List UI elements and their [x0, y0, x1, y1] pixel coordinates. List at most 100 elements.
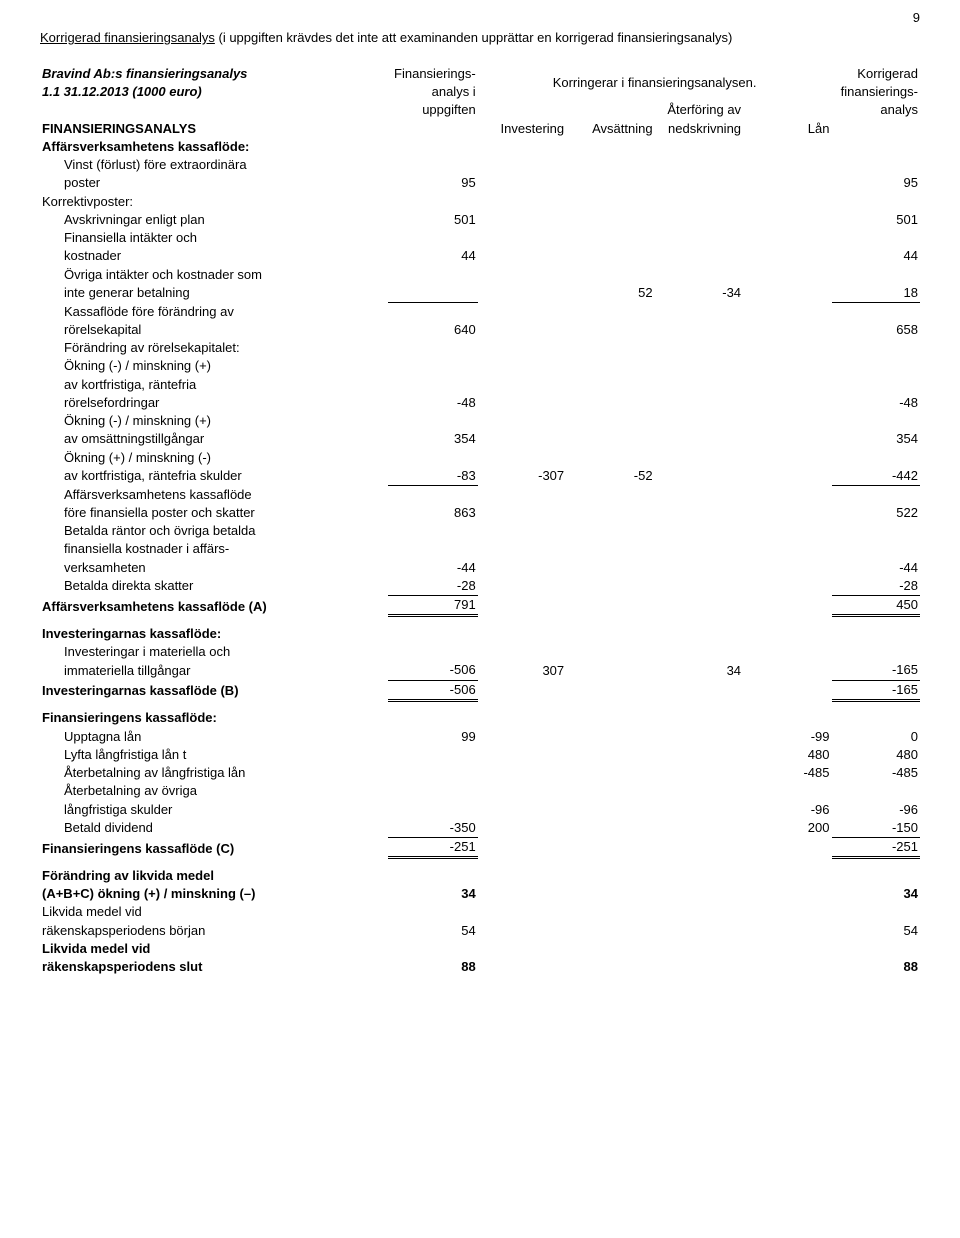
row-lms-l2: räkenskapsperiodens slut — [40, 958, 388, 976]
row-inv-hdr: Investeringarnas kassaflöde: — [40, 616, 388, 643]
row-lyft: Lyfta långfristiga lån t — [40, 746, 388, 764]
row-kff-l2: rörelsekapital — [40, 321, 388, 339]
hdr-c1-l3: uppgiften — [388, 101, 478, 119]
v: 354 — [388, 430, 478, 448]
hdr-c1-l1: Finansierings- — [388, 65, 478, 83]
v: 44 — [388, 247, 478, 265]
page-number: 9 — [913, 10, 920, 25]
v: 450 — [832, 596, 921, 616]
v: 99 — [388, 728, 478, 746]
row-aterbo-l2: långfristiga skulder — [40, 801, 388, 819]
row-okn3-l1: Ökning (+) / minskning (-) — [40, 449, 388, 467]
v: -96 — [832, 801, 921, 819]
v: -96 — [743, 801, 831, 819]
v: 52 — [566, 284, 654, 303]
v: -485 — [832, 764, 921, 782]
v: 95 — [832, 174, 921, 192]
row-aterbo-l1: Återbetalning av övriga — [40, 782, 388, 800]
row-bet-l2: finansiella kostnader i affärs- — [40, 540, 388, 558]
row-bds: Betalda direkta skatter — [40, 577, 388, 596]
row-affk-l1: Affärsverksamhetens kassaflöde — [40, 486, 388, 504]
hdr-r-l3: analys — [832, 101, 921, 119]
v: -44 — [832, 559, 921, 577]
v: 200 — [743, 819, 831, 838]
v: 34 — [388, 885, 478, 903]
row-lmb-l2: räkenskapsperiodens början — [40, 922, 388, 940]
row-invm-l2: immateriella tillgångar — [40, 661, 388, 680]
row-bet-l3: verksamheten — [40, 559, 388, 577]
v: 501 — [832, 211, 921, 229]
row-vinst-l1: Vinst (förlust) före extraordinära — [40, 156, 388, 174]
v: -485 — [743, 764, 831, 782]
v: 18 — [832, 284, 921, 303]
v: -48 — [388, 394, 478, 412]
hdr-ater-l1: Återföring av — [655, 101, 743, 119]
row-kff-l1: Kassaflöde före förändring av — [40, 303, 388, 321]
v: 307 — [478, 661, 566, 680]
v: 658 — [832, 321, 921, 339]
v: 501 — [388, 211, 478, 229]
v: 95 — [388, 174, 478, 192]
hdr-mid: Korringerar i finansieringsanalysen. — [478, 65, 832, 102]
v: -307 — [478, 467, 566, 486]
row-ovr-l2: inte generar betalning — [40, 284, 388, 303]
v: -52 — [566, 467, 654, 486]
v: -442 — [832, 467, 921, 486]
hdr-avs: Avsättning — [566, 120, 654, 138]
v: -83 — [388, 467, 478, 486]
v: 54 — [832, 922, 921, 940]
v: -28 — [832, 577, 921, 596]
v: 522 — [832, 504, 921, 522]
title-l1: Bravind Ab:s finansieringsanalys — [40, 65, 388, 83]
row-avskr: Avskrivningar enligt plan — [40, 211, 388, 229]
row-vinst-l2: poster — [40, 174, 388, 192]
title-l2: 1.1 31.12.2013 (1000 euro) — [40, 83, 388, 101]
row-okn1-l3: rörelsefordringar — [40, 394, 388, 412]
v: -34 — [655, 284, 743, 303]
v: 0 — [832, 728, 921, 746]
row-affk-l2: före finansiella poster och skatter — [40, 504, 388, 522]
v: -506 — [388, 680, 478, 700]
v: 34 — [655, 661, 743, 680]
row-betdiv: Betald dividend — [40, 819, 388, 838]
intro-text: Korrigerad finansieringsanalys (i uppgif… — [40, 30, 920, 47]
row-finC: Finansieringens kassaflöde (C) — [40, 838, 388, 858]
row-okn3-l2: av kortfristiga, räntefria skulder — [40, 467, 388, 486]
v: 34 — [832, 885, 921, 903]
v: 480 — [743, 746, 831, 764]
v: 791 — [388, 596, 478, 616]
row-finhdr: Finansieringens kassaflöde: — [40, 700, 388, 727]
v: -251 — [832, 838, 921, 858]
row-upp: Upptagna lån — [40, 728, 388, 746]
row-affA: Affärsverksamhetens kassaflöde (A) — [40, 596, 388, 616]
hdr-r-l1: Korrigerad — [832, 65, 921, 83]
v: -28 — [388, 577, 478, 596]
v: -251 — [388, 838, 478, 858]
v: 88 — [832, 958, 921, 976]
v: -99 — [743, 728, 831, 746]
row-okn2-l1: Ökning (-) / minskning (+) — [40, 412, 388, 430]
v: -165 — [832, 680, 921, 700]
row-for-l2: (A+B+C) ökning (+) / minskning (–) — [40, 885, 388, 903]
row-ovr-l1: Övriga intäkter och kostnader som — [40, 266, 388, 284]
row-lms-l1: Likvida medel vid — [40, 940, 388, 958]
row-aff-hdr: Affärsverksamhetens kassaflöde: — [40, 138, 388, 156]
hdr-ater-l2: nedskrivning — [655, 120, 743, 138]
hdr-r-l2: finansierings- — [832, 83, 921, 101]
v: -165 — [832, 661, 921, 680]
v: 88 — [388, 958, 478, 976]
v: 54 — [388, 922, 478, 940]
v: 354 — [832, 430, 921, 448]
row-lmb-l1: Likvida medel vid — [40, 903, 388, 921]
v: -150 — [832, 819, 921, 838]
row-okn1-l2: av kortfristiga, räntefria — [40, 376, 388, 394]
v: 480 — [832, 746, 921, 764]
intro-rest: (i uppgiften krävdes det inte att examin… — [215, 30, 732, 45]
hdr-lan: Lån — [743, 120, 831, 138]
row-finint-l1: Finansiella intäkter och — [40, 229, 388, 247]
row-for-hdr: Förändring av rörelsekapitalet: — [40, 339, 388, 357]
row-korr: Korrektivposter: — [40, 193, 388, 211]
row-invB: Investeringarnas kassaflöde (B) — [40, 680, 388, 700]
row-invm-l1: Investeringar i materiella och — [40, 643, 388, 661]
row-fin: FINANSIERINGSANALYS — [40, 120, 388, 138]
